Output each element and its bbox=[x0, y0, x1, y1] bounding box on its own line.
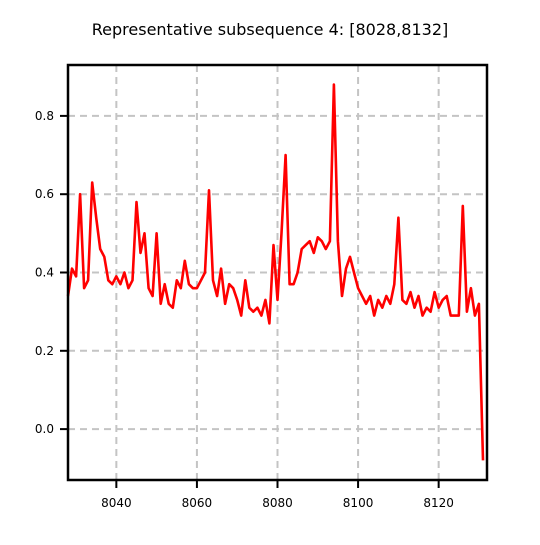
y-tick-label: 0.2 bbox=[35, 344, 54, 358]
x-tick-label: 8080 bbox=[262, 496, 293, 510]
series-layer bbox=[66, 83, 485, 461]
y-tick-label: 0.0 bbox=[35, 422, 54, 436]
x-tick-label: 8100 bbox=[343, 496, 374, 510]
y-tick-label: 0.6 bbox=[35, 187, 54, 201]
x-tick-label: 8040 bbox=[101, 496, 132, 510]
series-line bbox=[66, 83, 485, 461]
chart-title: Representative subsequence 4: [8028,8132… bbox=[91, 20, 449, 39]
y-tick-label: 0.8 bbox=[35, 109, 54, 123]
x-tick-label: 8060 bbox=[182, 496, 213, 510]
grid-layer bbox=[68, 65, 487, 480]
x-tick-label: 8120 bbox=[423, 496, 454, 510]
y-tick-label: 0.4 bbox=[35, 266, 54, 280]
tick-layer: 8040 8060 8080 8100 8120 0.0 0.2 0.4 0.6 0.8 bbox=[35, 109, 454, 510]
